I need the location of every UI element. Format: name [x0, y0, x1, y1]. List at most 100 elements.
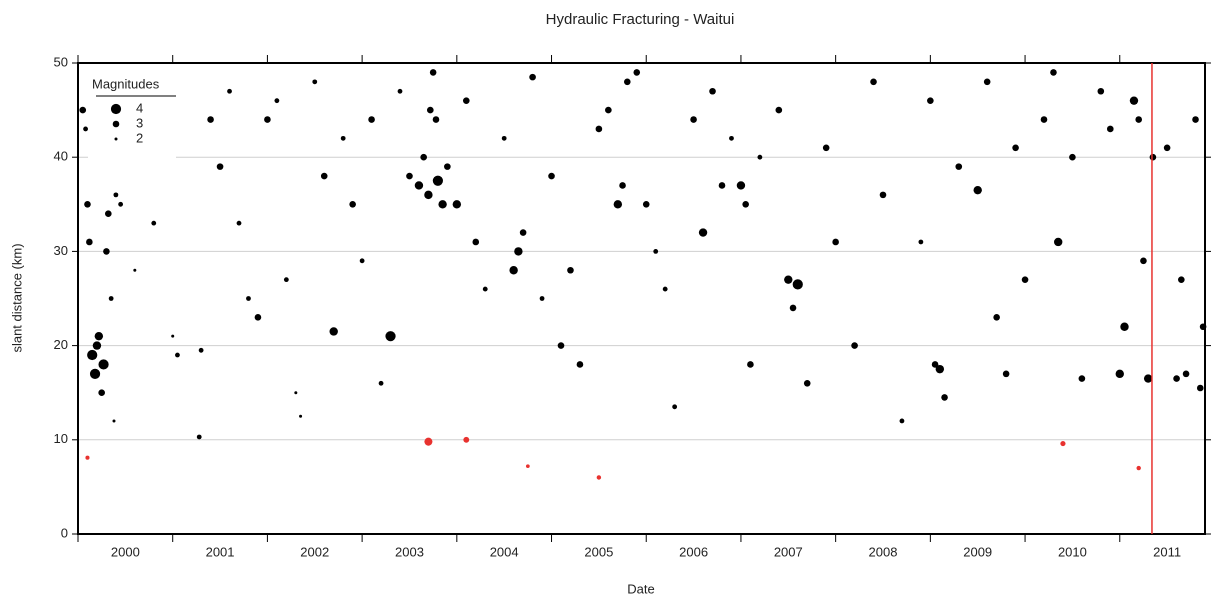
- point: [1120, 322, 1129, 331]
- point: [432, 116, 440, 123]
- point: [775, 106, 783, 114]
- point: [79, 106, 87, 114]
- point: [349, 201, 356, 208]
- point: [927, 97, 934, 104]
- point: [385, 331, 396, 342]
- point: [595, 125, 603, 133]
- legend-marker: [110, 103, 122, 115]
- point: [1078, 375, 1086, 382]
- plot-frame: [77, 62, 1206, 535]
- point: [84, 201, 91, 208]
- point: [312, 79, 318, 85]
- point: [718, 182, 726, 189]
- point: [1135, 116, 1143, 123]
- point: [596, 475, 602, 480]
- point: [935, 364, 945, 374]
- point: [757, 154, 763, 160]
- point: [98, 359, 109, 370]
- point: [931, 361, 939, 368]
- point: [567, 266, 574, 274]
- point: [1163, 144, 1171, 152]
- point: [525, 464, 530, 469]
- point: [462, 97, 470, 104]
- point: [1115, 369, 1124, 379]
- point: [424, 190, 433, 200]
- point: [397, 88, 403, 94]
- x-tick-label: 2011: [1153, 544, 1181, 559]
- legend-label: 4: [136, 100, 143, 115]
- point: [329, 327, 338, 336]
- point: [246, 296, 251, 301]
- point: [851, 342, 858, 349]
- point: [294, 391, 298, 395]
- y-tick-label: 50: [54, 54, 68, 69]
- point: [653, 249, 659, 254]
- point: [747, 361, 754, 368]
- point: [368, 116, 375, 123]
- point: [729, 135, 734, 141]
- point: [1199, 323, 1207, 331]
- point: [227, 88, 232, 94]
- point: [92, 341, 102, 350]
- x-tick-label: 2004: [490, 544, 519, 559]
- point: [973, 185, 982, 195]
- point: [463, 436, 470, 443]
- point: [1178, 276, 1185, 283]
- point: [642, 201, 650, 208]
- point: [1136, 465, 1141, 471]
- legend-label: 2: [136, 130, 143, 145]
- point: [340, 135, 346, 141]
- point: [784, 275, 793, 284]
- point: [709, 87, 716, 95]
- point: [742, 201, 749, 208]
- point: [198, 347, 204, 353]
- point: [1143, 374, 1153, 383]
- point: [672, 404, 678, 410]
- x-tick-label: 2006: [679, 544, 708, 559]
- point: [1196, 384, 1204, 392]
- point: [690, 116, 697, 123]
- point: [108, 296, 114, 301]
- point: [1002, 370, 1010, 378]
- point: [1106, 125, 1114, 133]
- point: [216, 163, 224, 170]
- point: [113, 192, 119, 198]
- y-tick-label: 40: [54, 149, 68, 164]
- legend-title: Magnitudes: [92, 76, 160, 91]
- x-tick-label: 2002: [300, 544, 329, 559]
- y-tick-label: 0: [61, 525, 68, 540]
- point: [1097, 87, 1105, 95]
- y-tick-label: 20: [54, 337, 68, 352]
- point: [175, 352, 180, 358]
- point: [662, 286, 668, 292]
- point: [359, 258, 365, 264]
- point: [557, 342, 565, 349]
- point: [236, 220, 242, 226]
- point: [105, 210, 112, 218]
- point: [1021, 276, 1029, 283]
- point: [613, 200, 623, 209]
- point: [196, 434, 202, 440]
- point: [482, 286, 488, 292]
- x-tick-label: 2010: [1058, 544, 1087, 559]
- point: [698, 228, 708, 237]
- point: [432, 175, 443, 186]
- chart-title: Hydraulic Fracturing - Waitui: [546, 11, 735, 28]
- point: [94, 331, 104, 341]
- x-tick-label: 2003: [395, 544, 424, 559]
- point: [171, 334, 175, 338]
- point: [539, 296, 545, 301]
- point: [955, 163, 963, 170]
- point: [133, 268, 137, 272]
- legend-box: [88, 71, 176, 161]
- point: [1182, 370, 1190, 378]
- point: [832, 238, 839, 246]
- point: [1140, 257, 1147, 265]
- point: [378, 380, 384, 386]
- legend-label: 3: [136, 115, 143, 130]
- point: [941, 394, 948, 401]
- y-axis-label: slant distance (km): [9, 243, 24, 352]
- point: [619, 182, 626, 189]
